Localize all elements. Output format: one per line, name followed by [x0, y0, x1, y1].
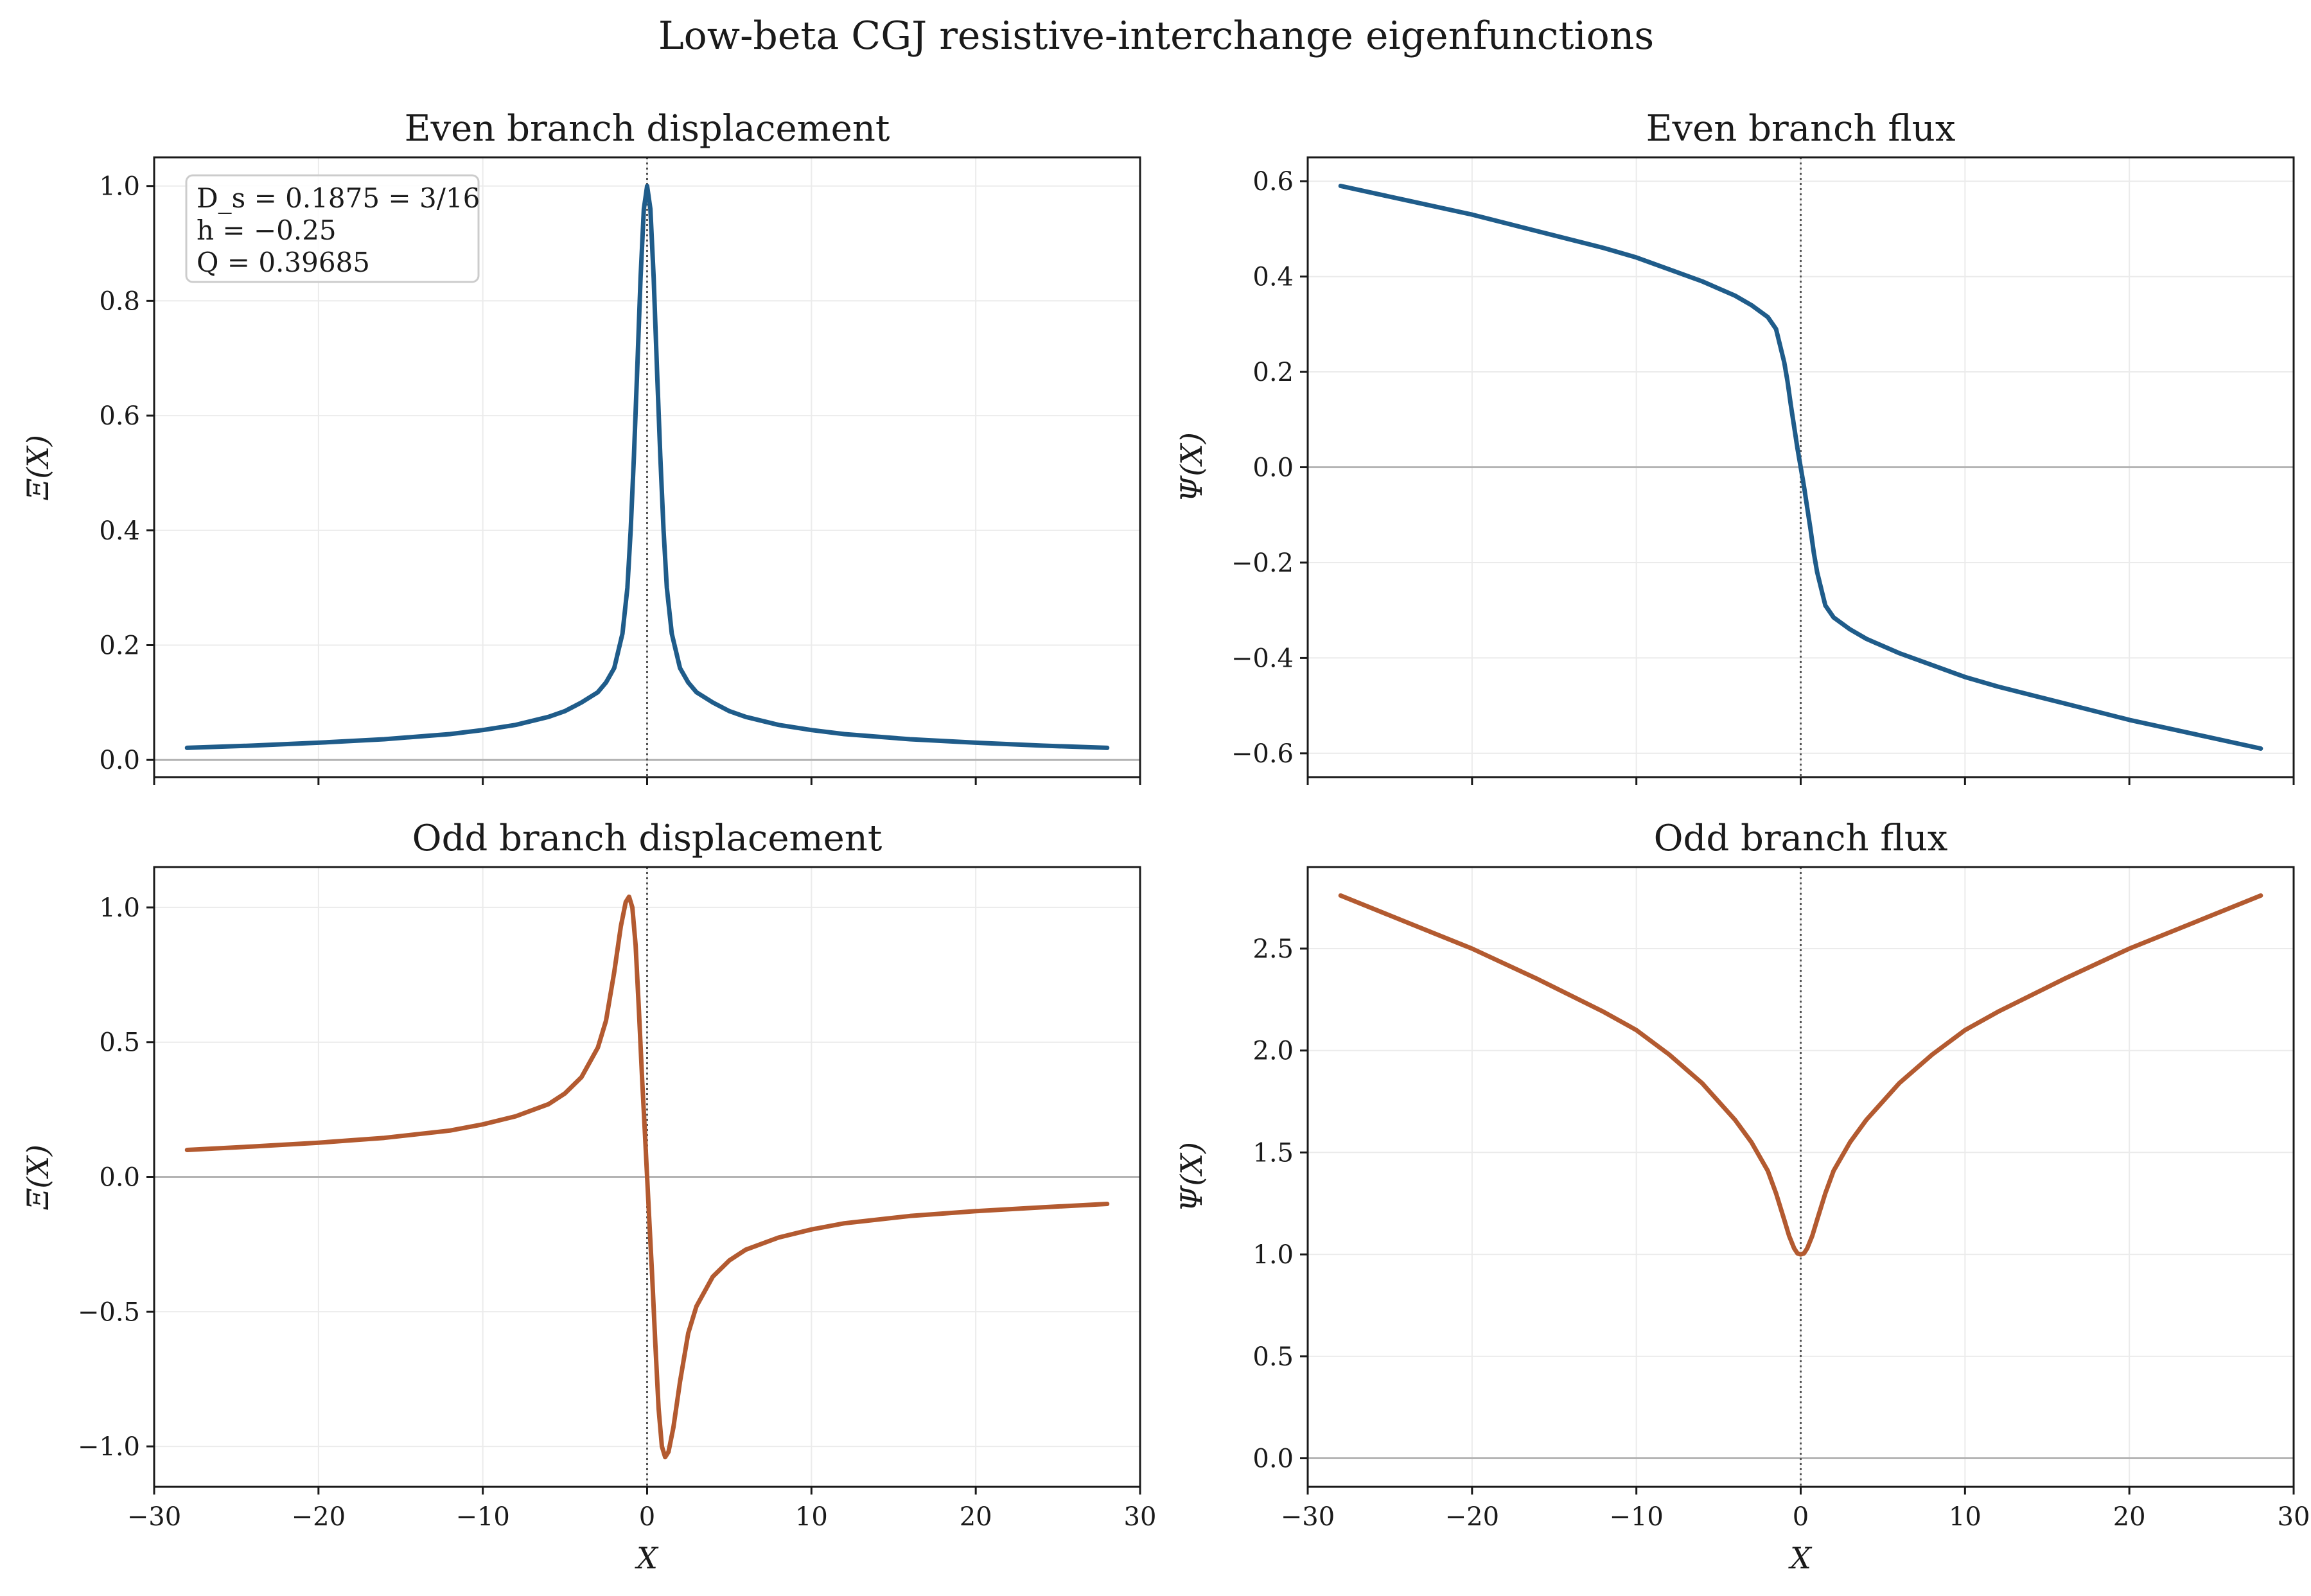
x-tick-label: 30 — [2278, 1502, 2310, 1532]
panel-odd-displacement: −30 −20 −10 0 10 20 30 −1.0 −0.5 0.0 0.5 1.0 Odd bra… — [21, 818, 1156, 1575]
parameter-box — [185, 174, 480, 283]
x-tick-label: −20 — [292, 1502, 346, 1532]
panel-title: Even branch displacement — [405, 108, 890, 150]
y-axis-label: Ψ(X) — [1174, 432, 1209, 502]
y-tick-label: 1.0 — [99, 893, 140, 923]
x-tick-label: −20 — [1445, 1502, 1499, 1532]
panel-title: Odd branch displacement — [412, 818, 883, 859]
x-tick-label: 0 — [639, 1502, 655, 1532]
series-line-even-flux — [1338, 184, 2263, 751]
x-tick-label: 20 — [2113, 1502, 2146, 1532]
panel-odd-flux: −30 −20 −10 0 10 20 30 0.0 0.5 1.0 1.5 2.0 2.5 Odd br… — [1174, 818, 2310, 1575]
panel-even-flux: −0.6 −0.4 −0.2 0.0 0.2 0.4 0.6 Even branch flux… — [1174, 108, 2295, 785]
x-tick-label: −30 — [127, 1502, 181, 1532]
x-tick-label: −10 — [1609, 1502, 1663, 1532]
panel-even-displacement: 0.0 0.2 0.4 0.6 0.8 1.0 Even branch displaceme… — [21, 108, 1141, 785]
y-tick-label: −0.6 — [1231, 739, 1294, 769]
series-line-odd-displacement — [184, 894, 1110, 1460]
y-axis-label: Ψ(X) — [1174, 1142, 1209, 1212]
x-tick-label: 0 — [1793, 1502, 1809, 1532]
y-tick-label: 1.0 — [1252, 1240, 1294, 1270]
y-tick-label: −0.2 — [1231, 548, 1294, 578]
y-tick-label: 0.2 — [1252, 358, 1294, 387]
figure-title: Low-beta CGJ resistive-interchange eigen… — [658, 13, 1654, 58]
y-tick-label: 0.5 — [99, 1028, 140, 1058]
y-tick-label: 0.0 — [1252, 453, 1294, 483]
y-axis-label: Ξ(X) — [21, 1144, 55, 1210]
y-tick-label: 2.0 — [1252, 1037, 1294, 1066]
y-tick-label: 0.0 — [1252, 1444, 1294, 1474]
y-tick-label: 0.6 — [1252, 167, 1294, 197]
panel-title: Even branch flux — [1646, 108, 1956, 150]
y-tick-label: 2.5 — [1252, 934, 1294, 964]
y-tick-label: 0.2 — [99, 631, 140, 660]
x-tick-label: 20 — [960, 1502, 992, 1532]
x-tick-label: 10 — [1949, 1502, 1981, 1532]
y-tick-label: 1.0 — [99, 172, 140, 202]
x-tick-label: 30 — [1124, 1502, 1157, 1532]
x-axis-label: X — [635, 1541, 659, 1575]
y-tick-label: 0.8 — [99, 286, 140, 316]
y-tick-label: −0.4 — [1231, 644, 1294, 673]
y-tick-label: 0.6 — [99, 401, 140, 431]
series-line-even-displacement — [184, 184, 1110, 750]
panel-title: Odd branch flux — [1654, 818, 1948, 859]
x-tick-label: −10 — [455, 1502, 509, 1532]
y-tick-label: −1.0 — [78, 1432, 140, 1462]
y-tick-label: 0.0 — [99, 746, 140, 775]
y-axis-label: Ξ(X) — [21, 435, 55, 500]
x-tick-label: 10 — [795, 1502, 828, 1532]
x-axis-label: X — [1788, 1541, 1813, 1575]
y-tick-label: 0.5 — [1252, 1342, 1294, 1372]
series-line-odd-flux — [1338, 893, 2263, 1257]
y-tick-label: −0.5 — [78, 1297, 140, 1327]
y-tick-label: 1.5 — [1252, 1138, 1294, 1168]
y-tick-label: 0.4 — [1252, 263, 1294, 292]
y-tick-label: 0.0 — [99, 1163, 140, 1193]
x-tick-label: −30 — [1281, 1502, 1335, 1532]
parameter-line: D_s = 0.1875 = 3/16 — [197, 182, 480, 214]
parameter-line: h = −0.25 — [197, 215, 337, 246]
y-tick-label: 0.4 — [99, 516, 140, 546]
parameter-line: Q = 0.39685 — [197, 247, 370, 278]
